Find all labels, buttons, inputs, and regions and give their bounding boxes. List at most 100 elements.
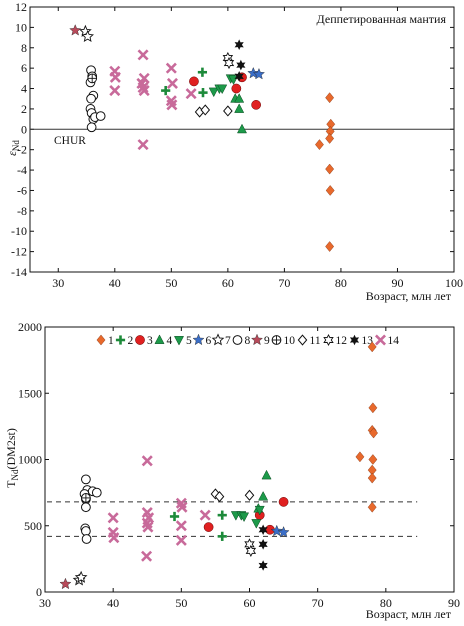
bottom-y-tick-label: 1500	[18, 386, 42, 400]
top-y-axis-label: εNd	[5, 140, 21, 156]
top-y-tick-label: -10	[11, 224, 27, 238]
top-point-series-13	[236, 59, 246, 71]
legend-label-14: 14	[388, 335, 400, 347]
svg-text:εNd: εNd	[5, 140, 21, 156]
top-y-tick-label: 12	[15, 0, 27, 14]
top-point-series-14	[166, 99, 178, 111]
bottom-y-axis-label-tail: (DM2st)	[4, 428, 18, 469]
legend-marker-5	[173, 336, 185, 346]
bottom-point-series-14	[175, 520, 187, 532]
top-point-series-3	[231, 83, 242, 94]
bottom-point-series-3	[278, 497, 289, 507]
top-y-tick-label: -14	[11, 265, 27, 279]
top-point-series-2	[198, 88, 208, 98]
legend-marker-11	[297, 334, 308, 346]
top-point-series-14	[109, 85, 121, 97]
top-point-series-1	[315, 139, 324, 150]
top-x-tick-label: 70	[278, 276, 290, 290]
top-point-series-13	[234, 39, 244, 50]
bottom-point-series-2	[169, 511, 180, 522]
top-point-series-3	[189, 76, 199, 87]
bottom-point-series-1	[367, 501, 377, 513]
top-point-series-14	[109, 71, 121, 83]
bottom-point-series-1	[368, 402, 378, 414]
bottom-point-series-14	[142, 521, 154, 533]
bottom-point-series-14	[176, 501, 188, 513]
bottom-point-series-5	[254, 505, 265, 516]
legend-label-13: 13	[362, 335, 374, 347]
legend-label-10: 10	[284, 335, 296, 347]
legend-marker-7	[211, 333, 225, 346]
bottom-point-series-5	[239, 512, 250, 523]
top-point-series-14	[138, 85, 150, 97]
bottom-y-tick-label: 0	[36, 585, 42, 599]
bottom-axis-ticks: 30 40 50 60 70 80 90 0 500 1000 1500 2000	[18, 320, 460, 610]
legend-marker-9	[251, 333, 263, 346]
bottom-point-series-3	[203, 522, 214, 532]
bottom-point-series-2	[217, 531, 227, 541]
bottom-x-tick-label: 50	[175, 596, 187, 610]
top-point-series-1	[325, 241, 335, 252]
bottom-point-series-13	[258, 539, 268, 550]
top-point-series-6	[247, 66, 260, 79]
bottom-x-tick-label: 90	[448, 596, 460, 610]
bottom-point-series-14	[141, 455, 153, 467]
bottom-point-series-6	[270, 524, 283, 537]
top-data-marks	[69, 24, 336, 252]
top-point-series-11	[223, 105, 233, 117]
bottom-data-marks	[59, 341, 378, 590]
bottom-point-series-8	[81, 502, 91, 513]
bottom-y-axis-label-main: T	[4, 480, 18, 488]
top-point-series-14	[185, 88, 197, 100]
bottom-x-axis-label: Возраст, млн лет	[366, 607, 452, 621]
bottom-point-series-8	[81, 474, 91, 485]
top-y-tick-label: 8	[21, 41, 27, 55]
legend-label-5: 5	[186, 335, 192, 347]
top-y-tick-label: 0	[21, 122, 27, 136]
top-point-series-4	[234, 93, 245, 103]
top-x-axis-label: Возраст, млн лет	[366, 289, 452, 303]
bottom-point-series-13	[258, 560, 268, 571]
top-point-series-13	[234, 71, 244, 82]
bottom-point-series-8	[91, 487, 102, 498]
legend-label-3: 3	[147, 335, 153, 347]
legend-label-7: 7	[225, 335, 231, 347]
bottom-x-tick-label: 70	[312, 596, 324, 610]
bottom-point-series-4	[258, 491, 269, 501]
top-point-series-8	[86, 122, 97, 133]
bottom-point-series-1	[367, 472, 377, 484]
top-y-tick-label: -12	[11, 245, 27, 259]
top-axis-ticks: 30 40 50 60 70 80 90 100 -14 -12 -10 -8 -6 -4 -2 0 2 4 6 8 1…	[11, 0, 463, 290]
bottom-point-series-14	[107, 512, 119, 524]
legend-marker-13	[349, 334, 360, 346]
top-point-series-2	[161, 85, 171, 96]
bottom-y-tick-label: 2000	[18, 320, 42, 334]
bottom-point-series-9	[59, 577, 72, 590]
legend-marker-3	[135, 335, 145, 345]
bottom-point-series-14	[141, 550, 153, 562]
top-point-series-1	[325, 163, 335, 175]
bottom-reference-lines	[47, 501, 418, 537]
legend-label-11: 11	[310, 335, 321, 347]
legend-marker-12	[323, 333, 334, 347]
chur-label: CHUR	[54, 135, 86, 147]
bottom-point-series-4	[261, 469, 272, 480]
top-x-tick-label: 60	[222, 276, 234, 290]
bottom-y-axis-label: TNd(DM2st)	[4, 428, 20, 488]
bottom-y-tick-label: 500	[24, 519, 42, 533]
top-y-tick-label: 4	[21, 82, 27, 96]
bottom-point-series-6	[277, 526, 290, 538]
top-point-series-8	[86, 93, 96, 104]
legend-label-4: 4	[167, 335, 173, 347]
svg-text:TNd(DM2st): TNd(DM2st)	[4, 428, 20, 488]
top-point-series-6	[252, 67, 265, 80]
legend-marker-10	[271, 335, 282, 345]
bottom-point-series-13	[258, 524, 268, 536]
legend-label-2: 2	[128, 335, 134, 347]
top-point-series-14	[166, 77, 178, 89]
top-point-series-14	[137, 49, 149, 61]
bottom-point-series-11	[214, 491, 225, 503]
top-point-series-2	[197, 67, 208, 77]
